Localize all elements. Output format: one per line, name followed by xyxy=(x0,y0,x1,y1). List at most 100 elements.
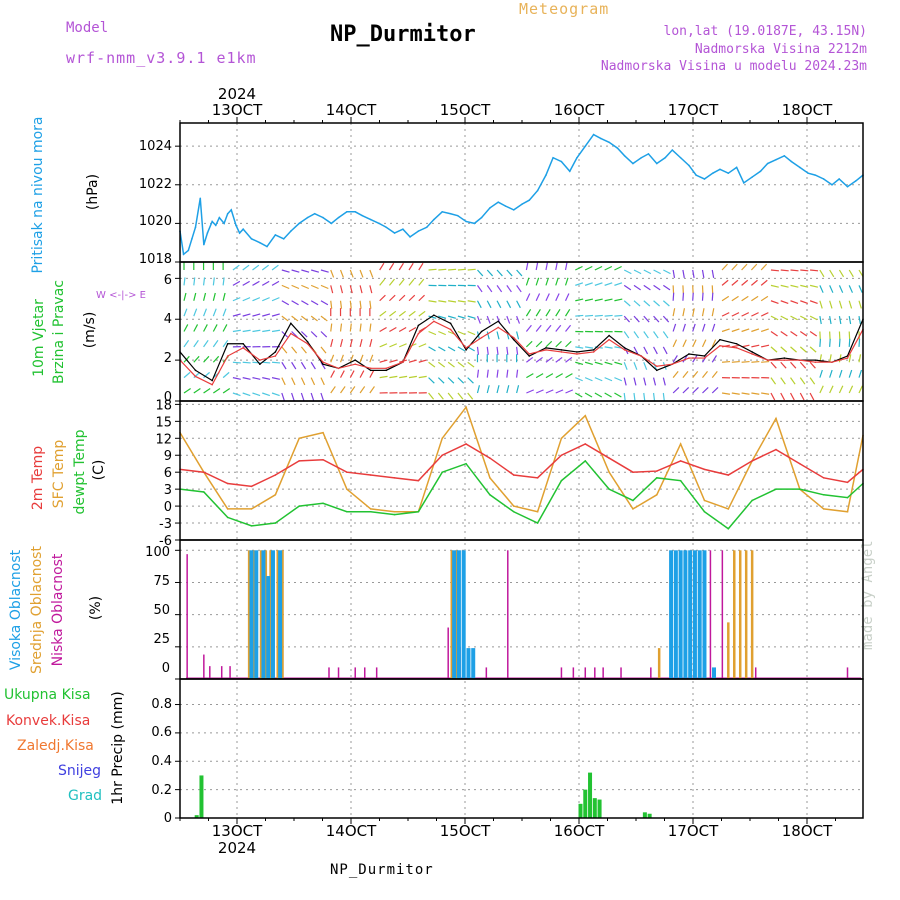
pressure-line-point xyxy=(568,170,571,173)
wind-barb xyxy=(672,269,676,278)
cloud-bar-srednja xyxy=(247,550,251,679)
wind-barb xyxy=(320,331,328,338)
wind-barb xyxy=(476,385,480,394)
pressure-line-point xyxy=(727,172,730,174)
wind-barb xyxy=(222,371,230,379)
wind-barb xyxy=(310,284,319,290)
wind-barb xyxy=(790,284,799,288)
wind-barb xyxy=(379,359,388,363)
wind-speed-line-point xyxy=(719,338,721,341)
wind-barb xyxy=(575,346,584,349)
pressure-line-point xyxy=(703,178,706,180)
pressure-line-point xyxy=(775,158,777,161)
temp2m-line-point xyxy=(608,457,610,459)
pressure-line-point xyxy=(230,209,233,211)
cloud-bar-visoka xyxy=(452,550,457,679)
wind-barb xyxy=(701,323,706,332)
wind-mean-line-point xyxy=(402,361,404,363)
wind-barb xyxy=(780,392,786,401)
cloud-bar-visoka xyxy=(278,550,283,679)
wind-barb xyxy=(525,293,531,302)
temp-tick-3: 3 xyxy=(164,483,172,498)
wind-barb xyxy=(633,269,642,275)
pressure-line-point xyxy=(592,133,595,136)
wind-barb xyxy=(281,392,285,401)
pressure-line-point xyxy=(695,174,697,176)
wind-barb xyxy=(242,313,251,317)
wind-barb xyxy=(437,392,444,400)
pressure-line-point xyxy=(298,222,300,225)
wind-barb xyxy=(408,375,417,379)
sfc-temp-line-point xyxy=(608,471,610,473)
wind-barb xyxy=(212,355,220,363)
wind-barb xyxy=(438,346,446,352)
wind-barb xyxy=(202,292,207,301)
wind-barb xyxy=(545,277,549,286)
wind-barb xyxy=(300,346,307,354)
wind-barb xyxy=(584,265,593,271)
wind-barb xyxy=(467,315,476,319)
wind-barb xyxy=(848,285,854,293)
dewpt-temp-line-point xyxy=(417,510,420,513)
wind-barb xyxy=(623,362,628,370)
pressure-line-point xyxy=(306,216,309,219)
pressure-line-point xyxy=(560,160,563,163)
wind-barb xyxy=(663,284,671,291)
pressure-tick-1018: 1018 xyxy=(139,252,172,267)
wind-barb xyxy=(751,344,760,348)
pressure-line-point xyxy=(266,245,268,248)
x-bottom-tick-3: 16OCT xyxy=(554,822,605,840)
wind-barb xyxy=(575,265,583,271)
wind-barb xyxy=(721,279,729,286)
wind-barb xyxy=(506,315,511,324)
wind-barb xyxy=(790,331,798,337)
wind-speed-line-point xyxy=(385,369,388,372)
wind-barb xyxy=(193,355,200,363)
wind-barb xyxy=(349,323,352,332)
wind-barb xyxy=(770,377,777,385)
wind-barb xyxy=(575,361,584,366)
wind-barb xyxy=(496,346,499,355)
wind-speed-line-point xyxy=(560,349,563,351)
wind-barb xyxy=(829,300,833,309)
wind-barb xyxy=(428,315,437,319)
wind-barb xyxy=(653,269,661,275)
wind-mean-line-point xyxy=(783,359,786,361)
pressure-line-point xyxy=(664,156,666,159)
wind-barb xyxy=(848,369,853,378)
pressure-line-point xyxy=(417,230,420,232)
wind-barb xyxy=(780,361,787,369)
cloud-bar-niska xyxy=(594,667,596,679)
wind-barb xyxy=(408,294,416,302)
wind-barb xyxy=(702,387,709,394)
sfc-temp-line-point xyxy=(393,510,396,513)
wind-barb xyxy=(359,338,363,348)
wind-barb xyxy=(858,338,861,347)
wind-barb xyxy=(203,388,211,394)
sfc-temp-line-point xyxy=(489,477,491,479)
precip-tick-08: 0.8 xyxy=(151,697,172,712)
wind-barb xyxy=(711,355,718,363)
sfc-temp-line-point xyxy=(512,505,515,507)
pressure-line-point xyxy=(441,211,444,213)
wind-barb xyxy=(339,370,345,378)
wind-barb xyxy=(584,282,593,286)
wind-barb xyxy=(457,268,466,271)
wind-barb xyxy=(614,298,623,302)
cloud-bar-niska xyxy=(584,667,587,679)
wind-barb xyxy=(799,346,807,353)
cloud-bar-visoka xyxy=(266,576,271,679)
wind-barb xyxy=(486,331,490,340)
wind-barb xyxy=(692,323,696,332)
wind-barb xyxy=(800,300,809,305)
cloud-bar-visoka xyxy=(683,550,688,679)
pressure-line-point xyxy=(425,226,428,229)
wind-barb xyxy=(653,315,660,323)
wind-barb xyxy=(301,300,309,306)
wind-speed-line-point xyxy=(688,353,690,355)
wind-barb xyxy=(477,269,484,277)
wind-ylabel-1: 10m Vjetar xyxy=(31,299,47,377)
dewpt-temp-line-point xyxy=(727,527,730,530)
wind-barb xyxy=(760,312,769,317)
dewpt-temp-line-point xyxy=(799,488,801,490)
